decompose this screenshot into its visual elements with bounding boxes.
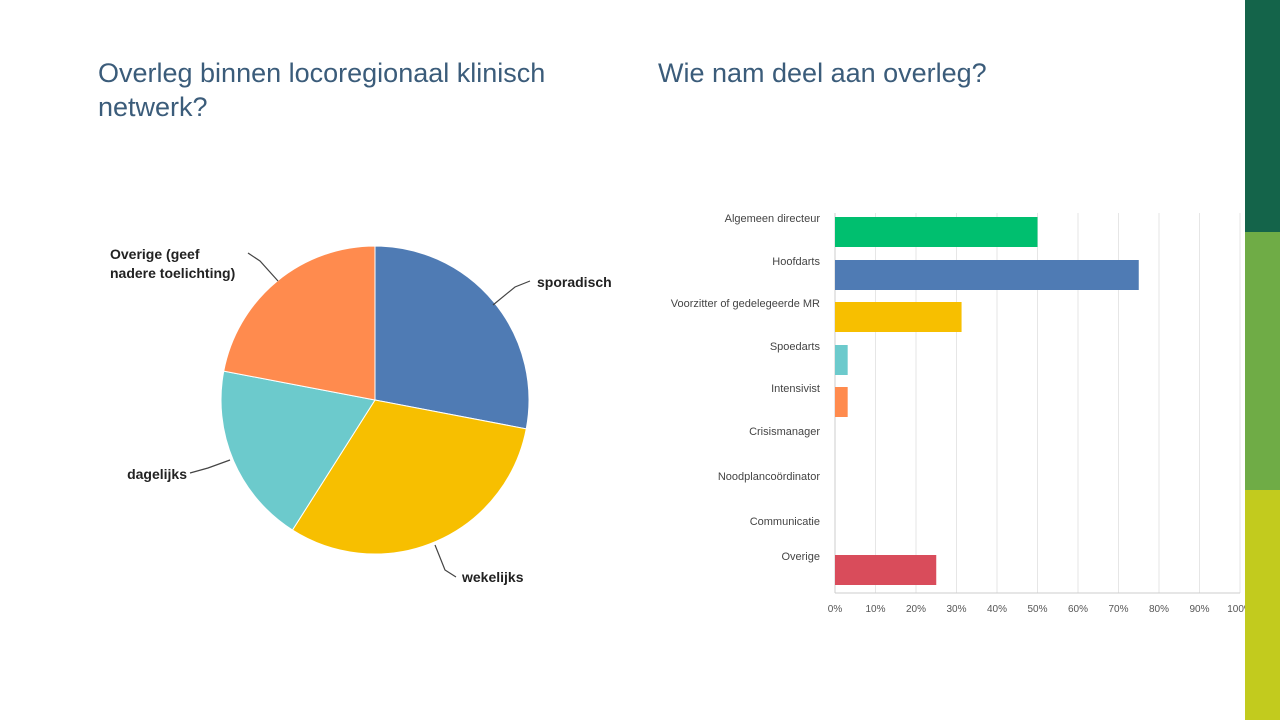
side-band-lime [1245,490,1280,720]
pie-leader-line [189,459,231,474]
bar-x-tick-label: 30% [946,604,966,615]
bar-category-label-overige: Overige [781,551,820,563]
pie-slice-overige-geef-nadere-toelichting [223,245,376,401]
bar-overige [835,555,937,585]
bar-x-tick-label: 90% [1189,604,1209,615]
pie-chart: sporadisch wekelijks dagelijks Overige (gee… [110,245,612,585]
bar-category-label-intensivist: Intensivist [771,383,820,395]
pie-label-overige-geef-nadere-toelichting: Overige (geef nadere toelichting) [110,246,235,281]
bar-chart-title: Wie nam deel aan overleg? [658,58,987,88]
pie-label-dagelijks: dagelijks [127,466,187,482]
bar-category-label-voorzitter-of-gedelegeerde-mr: Voorzitter of gedelegeerde MR [671,298,820,310]
bar-chart: 0% 10% 20% 30% 40% 50% 60% 70% 80% 90% 100% Algemee… [671,213,1245,615]
pie-label-wekelijks: wekelijks [461,569,524,585]
bar-x-tick-label: 60% [1068,604,1088,615]
bar-hoofdarts [835,260,1139,290]
bar-intensivist [835,387,848,417]
pie-leader-line [434,544,457,578]
pie-slice-sporadisch [374,245,530,430]
side-band-green [1245,232,1280,490]
bar-x-tick-label: 0% [828,604,843,615]
bar-x-tick-label: 50% [1027,604,1047,615]
bar-category-label-hoofdarts: Hoofdarts [772,256,820,268]
bar-x-tick-label: 100% [1227,604,1245,615]
bar-x-tick-label: 40% [987,604,1007,615]
bar-algemeen-directeur [835,217,1038,247]
pie-leader-line [247,252,279,282]
bar-category-label-crisismanager: Crisismanager [749,426,820,438]
bar-x-tick-label: 10% [865,604,885,615]
pie-leader-line [492,280,531,306]
bar-category-label-algemeen-directeur: Algemeen directeur [725,213,821,225]
bar-x-tick-label: 80% [1149,604,1169,615]
bar-category-label-communicatie: Communicatie [750,516,820,528]
pie-slice-dagelijks [220,370,376,531]
pie-chart-title: Overleg binnen locoregionaal klinisch ne… [98,58,546,122]
bar-x-tick-label: 70% [1108,604,1128,615]
bar-x-tick-label: 20% [906,604,926,615]
bar-category-label-noodplancoordinator: Noodplancoördinator [718,471,820,483]
side-band-dark-green [1245,0,1280,232]
bar-category-label-spoedarts: Spoedarts [770,341,821,353]
pie-label-sporadisch: sporadisch [537,274,612,290]
bar-voorzitter-of-gedelegeerde-mr [835,302,962,332]
bar-spoedarts [835,345,848,375]
